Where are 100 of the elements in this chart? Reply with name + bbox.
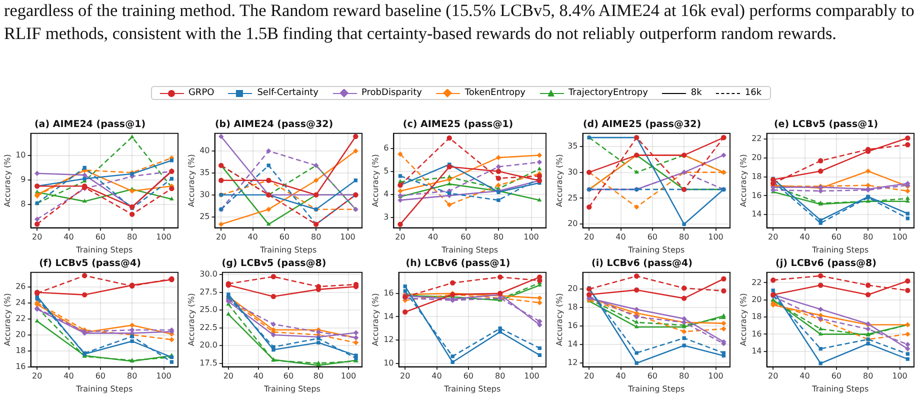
y-tick-label: 16 (752, 329, 762, 338)
x-tick-label: 100 (340, 232, 356, 242)
x-tick-label: 20 (395, 232, 406, 242)
chart-title: (f) LCBv5 (pass@4) (39, 258, 141, 270)
x-tick-label: 80 (127, 232, 138, 242)
y-tick-label: 5 (384, 166, 389, 176)
y-tick-label: 35 (200, 168, 210, 177)
x-tick-label: 100 (156, 232, 172, 242)
y-tick-label: 20 (752, 153, 762, 162)
chart-title: (e) LCBv5 (pass@1) (774, 119, 878, 130)
y-axis-title: Accuracy (%) (370, 154, 380, 208)
y-tick-label: 14 (384, 312, 394, 321)
x-tick-label: 40 (616, 232, 626, 242)
y-tick-label: 30 (568, 167, 578, 176)
x-tick-label: 100 (524, 372, 540, 381)
y-tick-label: 20.0 (200, 340, 218, 350)
x-tick-label: 60 (647, 372, 658, 381)
x-tick-label: 40 (428, 232, 438, 242)
y-tick-label: 18 (568, 302, 578, 312)
x-axis-title: Training Steps (259, 245, 317, 254)
y-tick-label: 9 (20, 175, 26, 184)
y-tick-label: 24 (16, 298, 26, 307)
y-axis-title: Accuracy (%) (2, 293, 12, 346)
chart-title: (i) LCBv6 (pass@4) (592, 258, 692, 270)
legend-label: TokenEntropy (464, 88, 526, 98)
x-tick-label: 40 (64, 372, 74, 381)
x-tick-label: 100 (892, 232, 908, 242)
x-tick-label: 20 (223, 372, 234, 381)
x-axis-title: Training Steps (75, 384, 133, 394)
x-axis-title: Training Steps (627, 384, 685, 394)
chart-title: (a) AIME24 (pass@1) (34, 119, 146, 130)
x-tick-label: 60 (647, 232, 658, 242)
y-tick-label: 12 (384, 335, 394, 344)
x-tick-label: 40 (800, 372, 810, 381)
x-tick-label: 80 (495, 372, 506, 381)
y-tick-label: 27.5 (200, 287, 218, 296)
x-tick-label: 100 (708, 372, 724, 381)
y-tick-label: 16 (752, 190, 762, 200)
y-tick-label: 4 (384, 189, 389, 198)
y-tick-label: 10 (16, 150, 26, 160)
chart-title: (c) AIME25 (pass@1) (402, 119, 514, 130)
y-axis-title: Accuracy (%) (554, 293, 564, 346)
x-tick-label: 20 (32, 372, 42, 381)
y-axis-title: Accuracy (%) (554, 154, 564, 208)
x-tick-label: 60 (279, 232, 290, 242)
chart-title: (j) LCBv6 (pass@8) (776, 258, 876, 270)
x-tick-label: 20 (584, 232, 594, 242)
chart-title: (d) AIME25 (pass@32) (582, 119, 702, 130)
x-tick-label: 60 (460, 232, 471, 242)
y-tick-label: 22 (752, 134, 762, 144)
y-tick-label: 20 (16, 330, 26, 339)
y-tick-label: 25 (568, 193, 578, 202)
x-tick-label: 100 (708, 232, 724, 242)
y-tick-label: 17.5 (200, 358, 218, 368)
chart-title: (h) LCBv6 (pass@1) (406, 258, 510, 270)
x-tick-label: 20 (584, 372, 594, 381)
y-axis-title: Accuracy (%) (738, 154, 748, 208)
y-tick-label: 30 (200, 190, 210, 199)
y-tick-label: 18 (16, 346, 26, 355)
x-tick-label: 100 (156, 372, 172, 381)
x-tick-label: 20 (768, 372, 778, 381)
y-axis-title: Accuracy (%) (738, 293, 748, 346)
x-tick-label: 100 (340, 372, 356, 381)
y-tick-label: 26 (16, 282, 26, 291)
y-tick-label: 16 (16, 362, 26, 371)
x-tick-label: 20 (216, 232, 226, 242)
y-tick-label: 16 (568, 321, 578, 330)
x-tick-label: 60 (463, 372, 474, 381)
y-axis-title: Accuracy (%) (186, 293, 196, 346)
x-axis-title: Training Steps (75, 245, 133, 254)
legend-label: ProbDisparity (362, 88, 422, 98)
x-tick-label: 40 (64, 232, 74, 242)
y-tick-label: 18 (752, 312, 762, 322)
y-axis-title: Accuracy (%) (370, 293, 380, 346)
x-tick-label: 60 (831, 372, 842, 381)
y-tick-label: 35 (568, 141, 578, 150)
legend-label: 16k (744, 88, 762, 98)
x-tick-label: 20 (32, 232, 42, 242)
text: regardless of the training method. The Random reward baseline (15.5% LCBv5, 8.4% AIME24 at 16k eval) performs comparably to RLIF methods, consistent with the 1.5B finding that certainty-based rewards do not reliably outperform random rewards. (4, 0, 916, 45)
x-tick-label: 100 (892, 372, 908, 381)
y-tick-label: 14 (568, 340, 578, 349)
legend-label: 8k (690, 88, 702, 98)
y-tick-label: 40 (200, 146, 210, 156)
x-tick-label: 40 (432, 372, 442, 381)
y-tick-label: 3 (384, 212, 389, 222)
y-tick-label: 22 (752, 278, 762, 287)
x-axis-title: Training Steps (811, 384, 869, 394)
legend-label: TrajectoryEntropy (568, 88, 648, 98)
legend-label: GRPO (188, 88, 214, 98)
y-tick-label: 10 (384, 358, 394, 368)
y-tick-label: 8 (20, 200, 26, 209)
y-tick-label: 20 (752, 294, 762, 304)
x-tick-label: 40 (800, 232, 810, 242)
x-tick-label: 20 (768, 232, 778, 242)
y-tick-label: 22 (16, 314, 26, 323)
y-tick-label: 14 (752, 210, 762, 219)
x-tick-label: 40 (253, 372, 264, 381)
x-tick-label: 20 (400, 372, 410, 381)
y-tick-label: 20 (568, 219, 578, 228)
y-axis-title: Accuracy (%) (186, 154, 196, 208)
